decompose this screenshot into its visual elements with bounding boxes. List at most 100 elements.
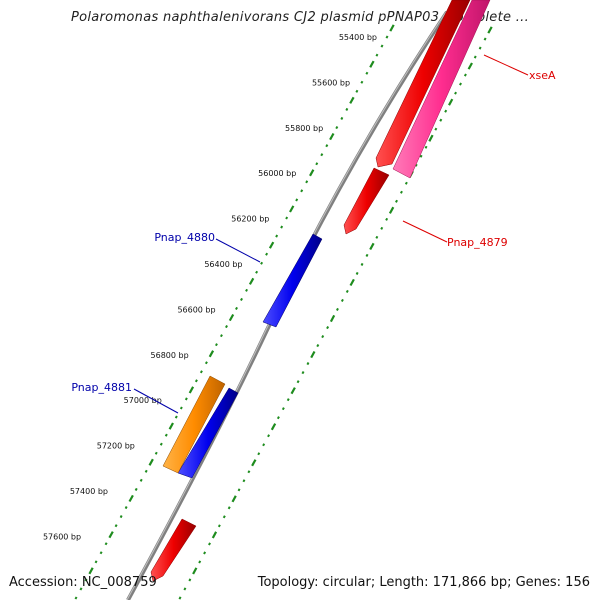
- minor-tick: [459, 82, 462, 86]
- label-xseA[interactable]: xseA: [529, 69, 556, 82]
- minor-tick: [119, 515, 123, 519]
- major-tick: [329, 314, 336, 323]
- major-tick: [231, 495, 237, 503]
- minor-tick: [84, 578, 88, 582]
- major-tick: [487, 26, 493, 34]
- minor-tick: [215, 343, 218, 347]
- inner-tick-ring: [74, 24, 395, 600]
- major-tick: [268, 241, 275, 249]
- gene-Pnap_4880[interactable]: [262, 233, 323, 328]
- scale-tick-label: 57000 bp: [124, 396, 162, 405]
- scale-labels: 55400 bp 55600 bp 55800 bp 56000 bp 56200 bp…: [43, 33, 377, 541]
- gene-red-bottom[interactable]: [150, 518, 197, 582]
- minor-tick: [104, 542, 108, 546]
- gene-red-long[interactable]: [375, 0, 471, 168]
- major-tick: [248, 277, 255, 285]
- scale-tick-label: 57600 bp: [43, 532, 81, 541]
- minor-tick: [360, 262, 364, 266]
- major-tick: [188, 386, 195, 394]
- minor-tick: [139, 478, 143, 482]
- minor-tick: [473, 55, 477, 59]
- minor-tick: [240, 297, 243, 301]
- scale-tick-label: 57200 bp: [97, 442, 135, 451]
- major-tick: [329, 132, 335, 141]
- minor-tick: [188, 578, 192, 582]
- minor-tick: [286, 398, 290, 402]
- map-title: Polaromonas naphthalenivorans CJ2 plasmi…: [70, 10, 530, 25]
- minor-tick: [365, 71, 369, 75]
- scale-tick-label: 56600 bp: [177, 305, 215, 314]
- minor-tick: [174, 415, 178, 419]
- minor-tick: [203, 551, 207, 555]
- minor-tick: [444, 109, 448, 113]
- minor-tick: [439, 118, 443, 122]
- minor-tick: [424, 145, 428, 149]
- minor-tick: [360, 80, 364, 84]
- minor-tick: [134, 487, 138, 491]
- scale-tick-label: 56200 bp: [231, 215, 269, 224]
- minor-tick: [262, 443, 266, 447]
- scale-tick-label: 56800 bp: [151, 351, 189, 360]
- label-Pnap_4881[interactable]: Pnap_4881: [71, 381, 132, 394]
- scale-tick-label: 56000 bp: [258, 169, 296, 178]
- major-tick: [369, 60, 375, 68]
- scale-tick-label: 55800 bp: [285, 124, 323, 133]
- major-tick: [251, 459, 257, 467]
- leader-Pnap_4881: [133, 388, 179, 414]
- minor-tick: [222, 515, 226, 519]
- minor-tick: [179, 406, 183, 410]
- gene-xseA[interactable]: [392, 0, 491, 179]
- minor-tick: [227, 506, 231, 510]
- minor-tick: [404, 181, 408, 185]
- major-tick: [349, 278, 355, 287]
- major-tick: [88, 567, 94, 575]
- minor-tick: [434, 127, 438, 131]
- minor-tick: [385, 217, 389, 221]
- major-tick: [467, 62, 473, 70]
- minor-tick: [380, 226, 384, 230]
- minor-tick: [316, 344, 320, 348]
- minor-tick: [335, 126, 339, 130]
- minor-tick: [395, 199, 398, 203]
- minor-tick: [345, 289, 349, 293]
- minor-tick: [208, 542, 211, 546]
- minor-tick: [281, 407, 285, 411]
- minor-tick: [414, 163, 418, 167]
- minor-tick: [114, 524, 118, 528]
- scale-tick-label: 55400 bp: [339, 33, 377, 42]
- major-tick: [128, 494, 134, 503]
- minor-tick: [245, 288, 248, 292]
- minor-tick: [355, 89, 359, 93]
- major-tick: [289, 205, 295, 213]
- scale-tick-label: 55600 bp: [312, 78, 350, 87]
- accession-label: Accession: NC_008759: [9, 575, 157, 590]
- minor-tick: [183, 587, 187, 591]
- minor-tick: [321, 335, 325, 339]
- minor-tick: [300, 189, 304, 193]
- minor-tick: [178, 596, 182, 600]
- minor-tick: [315, 162, 319, 166]
- minor-tick: [419, 154, 423, 158]
- label-Pnap_4880[interactable]: Pnap_4880: [154, 231, 215, 244]
- minor-tick: [164, 433, 168, 437]
- major-tick: [148, 458, 154, 466]
- scale-tick-label: 56400 bp: [204, 260, 242, 269]
- minor-tick: [260, 261, 264, 265]
- major-tick: [208, 350, 215, 358]
- minor-tick: [326, 326, 330, 330]
- leader-xseA: [483, 54, 529, 76]
- gene-Pnap_4879[interactable]: [343, 167, 390, 235]
- minor-tick: [463, 73, 467, 77]
- minor-tick: [144, 469, 148, 473]
- major-tick: [168, 422, 174, 430]
- major-tick: [192, 567, 198, 575]
- minor-tick: [375, 53, 379, 57]
- minor-tick: [265, 252, 269, 256]
- minor-tick: [380, 44, 384, 48]
- gene-Pnap_4881[interactable]: [177, 387, 239, 479]
- gene-orange[interactable]: [162, 375, 226, 474]
- label-Pnap_4879[interactable]: Pnap_4879: [447, 236, 508, 249]
- minor-tick: [285, 216, 289, 220]
- minor-tick: [198, 560, 202, 564]
